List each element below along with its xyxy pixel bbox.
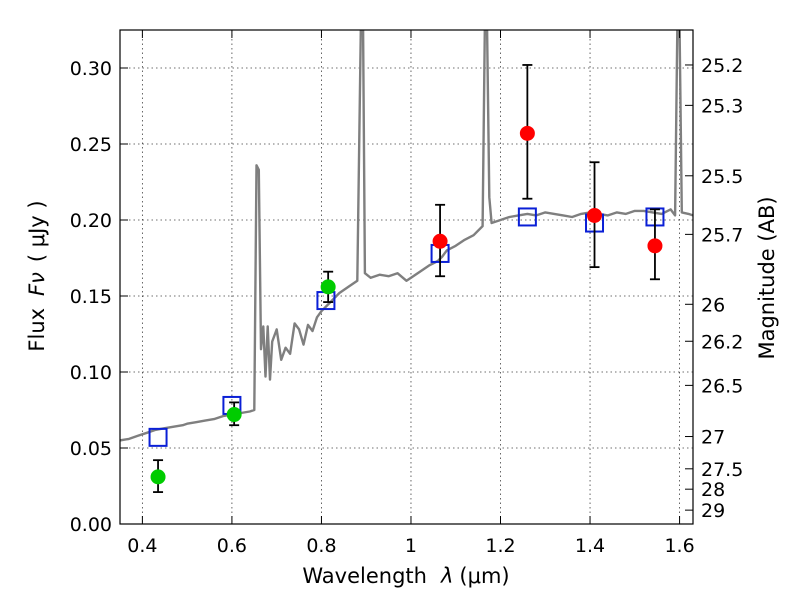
y-tick-label: 0.05 — [70, 438, 112, 460]
plot-frame — [119, 29, 694, 525]
y2-tick-label: 25.7 — [701, 224, 743, 246]
series-group — [120, 30, 693, 493]
y2-axis-label: Magnitude (AB) — [755, 196, 779, 359]
observed-point — [519, 125, 535, 141]
y2-tick-label: 26 — [701, 294, 725, 316]
x-axis-label: Wavelength λ (μm) — [302, 564, 509, 588]
y2-tick-label: 26.2 — [701, 331, 743, 353]
x-tick-label: 1 — [405, 535, 417, 557]
y2-tick-label: 27 — [701, 427, 725, 449]
x-tick-label: 1.6 — [664, 535, 694, 557]
observed-point — [432, 233, 448, 249]
x-tick-label: 1.2 — [485, 535, 515, 557]
model-photometry-point — [148, 427, 168, 447]
y-tick-label: 0.25 — [70, 134, 112, 156]
x-tick-label: 1.4 — [575, 535, 605, 557]
observed-point — [320, 279, 336, 295]
y2-tick-label: 25.5 — [701, 166, 743, 188]
y-tick-label: 0.00 — [70, 514, 112, 536]
observed-point — [226, 407, 242, 423]
y2-tick-label: 27.5 — [701, 459, 743, 481]
y2-tick-label: 25.2 — [701, 55, 743, 77]
y-tick-label: 0.15 — [70, 286, 112, 308]
y-tick-label: 0.10 — [70, 362, 112, 384]
y2-tick-label: 28 — [701, 479, 725, 501]
grid-layer — [120, 30, 693, 524]
model-photometry-point — [517, 207, 537, 227]
observed-point — [587, 207, 603, 223]
y2-tick-label: 26.5 — [701, 375, 743, 397]
y-tick-label: 0.20 — [70, 210, 112, 232]
observed-point — [150, 469, 166, 485]
y2-tick-label: 25.3 — [701, 95, 743, 117]
observed-point — [647, 238, 663, 254]
y-axis-label: FluxFν( μJy ) — [25, 200, 49, 351]
tick-layer: 0.4 0.6 0.8 1 1.2 1.4 1.6 0.00 0.05 0.10 0.15 0.20 0… — [70, 30, 743, 557]
x-tick-label: 0.8 — [306, 535, 336, 557]
spectrum-line — [120, 30, 693, 442]
x-tick-label: 0.6 — [217, 535, 247, 557]
y-tick-label: 0.30 — [70, 58, 112, 80]
x-tick-label: 0.4 — [127, 535, 157, 557]
y2-tick-label: 29 — [701, 500, 725, 522]
series-layer — [120, 30, 693, 493]
